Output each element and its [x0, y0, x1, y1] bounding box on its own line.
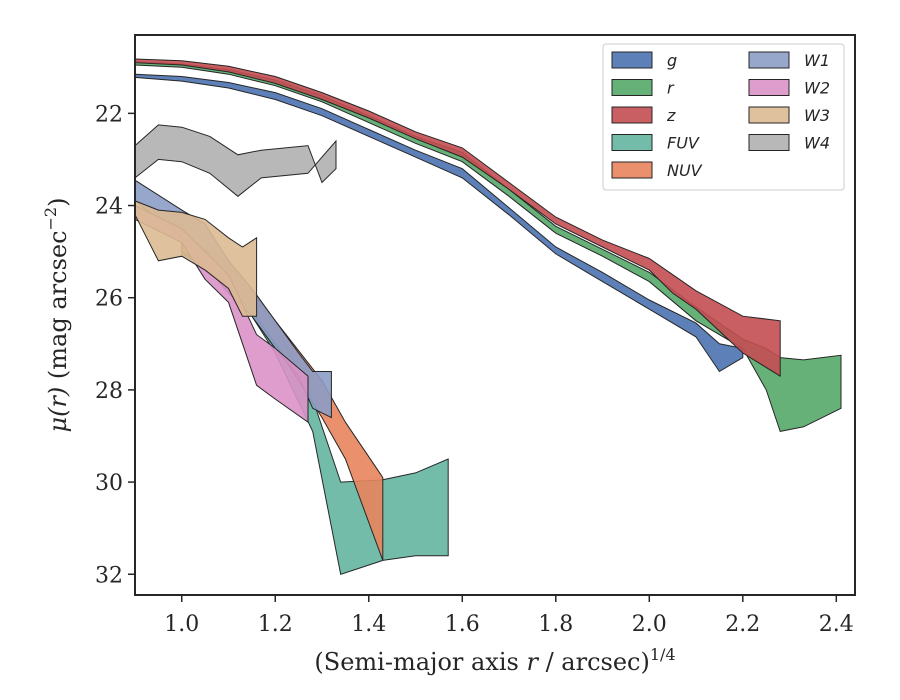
legend-label: W3: [804, 106, 830, 125]
legend-label: r: [667, 79, 675, 98]
y-tick-label: 26: [95, 287, 123, 312]
legend-swatch: [748, 79, 790, 96]
legend-label: g: [667, 51, 677, 70]
legend-swatch: [611, 51, 653, 69]
y-axis-ticks: 22 24 26 28 30 32: [95, 102, 135, 588]
profile-bands: [134, 58, 842, 575]
x-tick-label: 1.4: [351, 612, 386, 637]
legend-label: W2: [804, 79, 830, 98]
legend-item-w3: W3: [748, 106, 830, 125]
x-tick-label: 2.4: [819, 612, 854, 637]
y-tick-label: 28: [95, 379, 123, 404]
x-axis-ticks: 1.0 1.2 1.4 1.6 1.8 2.0 2.2 2.4: [164, 595, 854, 637]
x-tick-label: 1.6: [445, 612, 480, 637]
band-z: [134, 58, 781, 377]
x-tick-label: 2.0: [632, 612, 667, 637]
legend-swatch: [611, 161, 653, 179]
y-tick-label: 30: [95, 471, 123, 496]
plot-frame: [134, 34, 856, 596]
legend-label: z: [666, 106, 676, 125]
band-g: [134, 73, 744, 373]
legend-label: FUV: [667, 134, 700, 153]
x-tick-label: 2.2: [725, 612, 760, 637]
x-tick-label: 1.8: [538, 612, 573, 637]
legend-swatch: [748, 134, 790, 151]
legend-item-nuv: NUV: [611, 161, 703, 180]
band-w4: [134, 124, 337, 197]
y-tick-label: 22: [95, 102, 123, 127]
legend-item-r: r: [611, 79, 675, 98]
band-w3: [134, 200, 258, 317]
y-axis-label: μ(r) (mag arcsec−2): [41, 198, 72, 433]
y-tick-label: 32: [95, 563, 123, 588]
legend-label: W1: [804, 51, 830, 70]
y-tick-label: 24: [95, 195, 123, 220]
legend-swatch: [748, 51, 790, 69]
x-axis-label: (Semi-major axis r / arcsec)1/4: [314, 645, 675, 676]
legend-item-w4: W4: [748, 134, 830, 153]
legend-item-fuv: FUV: [611, 134, 700, 153]
x-tick-label: 1.2: [258, 612, 293, 637]
legend-label: W4: [804, 134, 830, 153]
legend-item-g: g: [611, 51, 677, 70]
legend-item-z: z: [611, 106, 676, 125]
legend-swatch: [611, 106, 653, 124]
legend-swatch: [611, 79, 653, 96]
legend-swatch: [748, 106, 790, 124]
x-tick-label: 1.0: [164, 612, 199, 637]
legend-label: NUV: [667, 161, 703, 180]
legend-item-w2: W2: [748, 79, 830, 98]
legend: grz FUV NUV W1 W2 W3 W4: [602, 43, 845, 191]
legend-swatch: [611, 134, 653, 151]
legend-item-w1: W1: [748, 51, 830, 70]
